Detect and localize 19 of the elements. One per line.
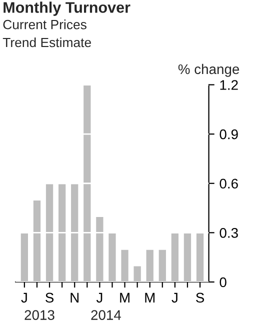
x-tick-label: N xyxy=(70,292,78,302)
text: 2013 xyxy=(24,310,54,320)
y-tick-label: 0.3 xyxy=(220,228,238,238)
x-tick-label: M xyxy=(145,292,154,302)
y-axis-title: % change xyxy=(178,64,240,77)
chart-subtitle: Current Prices xyxy=(3,20,86,30)
text: 2014 xyxy=(91,310,122,320)
x-tick-label: J xyxy=(21,292,27,303)
y-tick-label: 0 xyxy=(220,277,226,288)
chart-title: Monthly Turnover xyxy=(4,2,130,16)
text: Trend Estimate xyxy=(2,37,91,48)
x-tick-label: S xyxy=(196,292,204,303)
x-tick-label: J xyxy=(96,292,102,303)
y-tick-label: 1.2 xyxy=(220,80,238,90)
y-tick-label: 0.6 xyxy=(220,178,238,189)
x-tick-label: S xyxy=(46,292,54,303)
x-tick-label: J xyxy=(172,292,178,303)
y-tick-label: 0.9 xyxy=(220,129,238,140)
x-tick-label: M xyxy=(120,292,130,302)
